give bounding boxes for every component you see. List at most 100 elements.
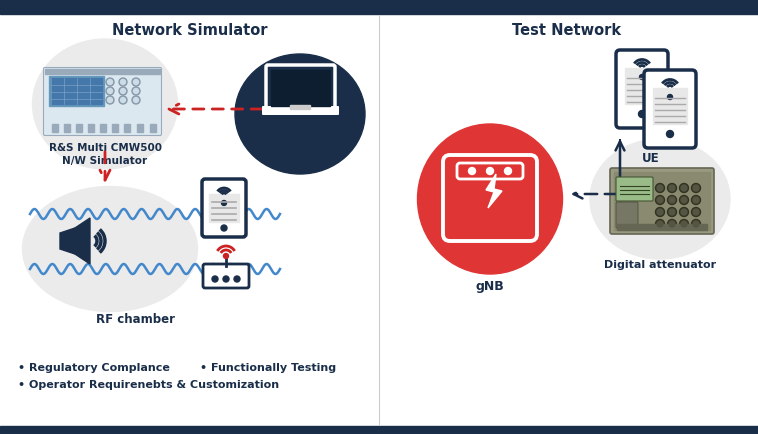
Bar [76, 125, 82, 133]
Circle shape [133, 89, 139, 94]
Bar [0, 426, 758, 434]
Circle shape [668, 196, 676, 205]
Bar [45, 70, 160, 75]
Ellipse shape [235, 55, 365, 174]
Circle shape [132, 79, 140, 87]
Text: • Regulatory Complance: • Regulatory Complance [18, 362, 170, 372]
Circle shape [668, 208, 676, 217]
Circle shape [224, 254, 228, 259]
Bar [0, 0, 758, 15]
Bar [49, 77, 104, 107]
Circle shape [468, 168, 475, 175]
Circle shape [656, 220, 665, 229]
Circle shape [132, 97, 140, 105]
Circle shape [212, 276, 218, 283]
Circle shape [669, 197, 675, 204]
Bar [653, 89, 687, 125]
Bar [209, 194, 239, 223]
Bar [271, 71, 330, 107]
FancyBboxPatch shape [443, 156, 537, 241]
Text: gNB: gNB [475, 279, 504, 293]
Text: Network Simulator: Network Simulator [112, 23, 268, 38]
Ellipse shape [418, 125, 562, 274]
Circle shape [691, 196, 700, 205]
Polygon shape [486, 174, 502, 208]
Bar [100, 125, 106, 133]
Ellipse shape [590, 140, 730, 260]
FancyBboxPatch shape [203, 264, 249, 288]
FancyBboxPatch shape [616, 203, 638, 228]
Bar [614, 173, 710, 230]
Circle shape [106, 79, 114, 87]
Circle shape [681, 221, 687, 227]
Circle shape [679, 220, 688, 229]
Circle shape [691, 208, 700, 217]
FancyBboxPatch shape [457, 164, 523, 180]
Polygon shape [75, 218, 90, 264]
Polygon shape [60, 228, 75, 254]
Bar [137, 125, 143, 133]
Bar [124, 125, 130, 133]
Circle shape [119, 97, 127, 105]
Bar [290, 106, 310, 110]
Circle shape [221, 201, 227, 206]
Circle shape [121, 98, 126, 103]
Bar [64, 125, 70, 133]
Circle shape [223, 276, 229, 283]
Circle shape [657, 186, 663, 191]
Circle shape [681, 186, 687, 191]
Text: • Functionally Testing: • Functionally Testing [200, 362, 336, 372]
Bar [88, 125, 94, 133]
Circle shape [119, 79, 127, 87]
Circle shape [657, 210, 663, 216]
Bar [150, 125, 156, 133]
FancyBboxPatch shape [644, 71, 696, 149]
Bar [52, 125, 58, 133]
Circle shape [133, 80, 139, 85]
Circle shape [656, 184, 665, 193]
Circle shape [669, 210, 675, 216]
FancyBboxPatch shape [266, 66, 335, 112]
Ellipse shape [23, 187, 198, 312]
FancyBboxPatch shape [616, 178, 653, 201]
Text: Digital attenuator: Digital attenuator [604, 260, 716, 270]
FancyBboxPatch shape [43, 68, 161, 136]
Circle shape [640, 76, 644, 80]
Circle shape [108, 98, 112, 103]
Circle shape [121, 89, 126, 94]
Circle shape [657, 221, 663, 227]
Circle shape [505, 168, 512, 175]
Circle shape [669, 186, 675, 191]
Circle shape [666, 131, 674, 138]
FancyBboxPatch shape [202, 180, 246, 237]
Circle shape [691, 220, 700, 229]
Circle shape [679, 184, 688, 193]
FancyBboxPatch shape [262, 107, 339, 116]
Circle shape [679, 196, 688, 205]
Circle shape [693, 221, 699, 227]
Bar [625, 69, 659, 105]
Text: R&S Multi CMW500
N/W Simulator: R&S Multi CMW500 N/W Simulator [49, 143, 161, 166]
Bar [51, 79, 102, 105]
Circle shape [679, 208, 688, 217]
Circle shape [234, 276, 240, 283]
Circle shape [693, 197, 699, 204]
Ellipse shape [33, 40, 177, 170]
Circle shape [681, 210, 687, 216]
Text: RF chamber: RF chamber [96, 312, 174, 325]
Circle shape [121, 80, 126, 85]
Circle shape [668, 220, 676, 229]
Circle shape [132, 88, 140, 96]
Circle shape [133, 98, 139, 103]
Bar [617, 224, 707, 230]
Circle shape [691, 184, 700, 193]
Bar [112, 125, 118, 133]
Circle shape [638, 111, 646, 118]
Circle shape [221, 226, 227, 231]
Circle shape [487, 168, 493, 175]
Circle shape [693, 210, 699, 216]
Text: UE: UE [642, 151, 659, 164]
Circle shape [668, 95, 672, 100]
Circle shape [656, 208, 665, 217]
Text: • Operator Requirenebts & Customization: • Operator Requirenebts & Customization [18, 379, 279, 389]
